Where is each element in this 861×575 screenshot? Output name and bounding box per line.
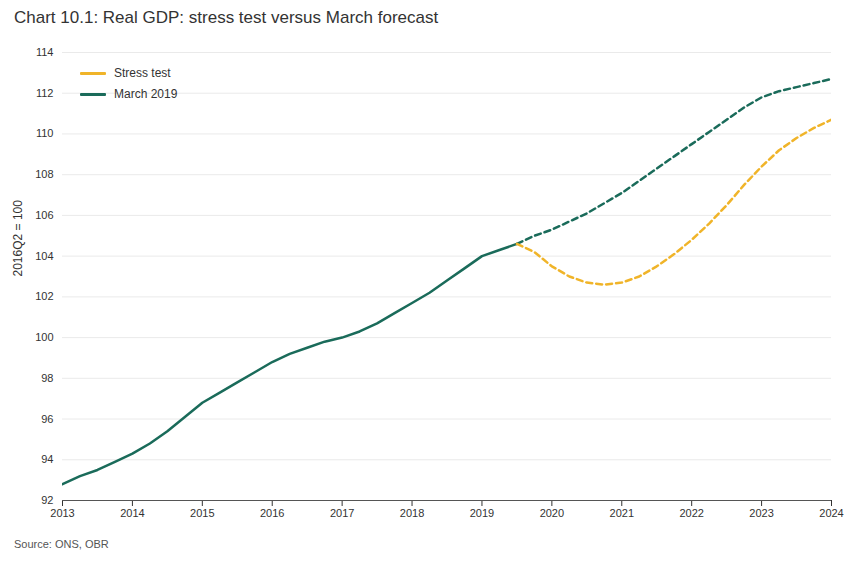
html-text:Chart 10.1: Real GDP: stress t: Chart 10.1: Real GDP: stress test versus… xyxy=(14,8,439,27)
svg-text:98: 98 xyxy=(41,372,53,384)
html-text:March 2019: March 2019 xyxy=(114,87,178,101)
svg-text:2024: 2024 xyxy=(819,507,843,519)
svg-text:2021: 2021 xyxy=(610,507,634,519)
svg-text:112: 112 xyxy=(36,87,54,99)
svg-text:2016Q2 = 100: 2016Q2 = 100 xyxy=(11,200,25,277)
svg-text:104: 104 xyxy=(35,250,53,262)
svg-text:2019: 2019 xyxy=(470,507,494,519)
html-text:Source: ONS, OBR: Source: ONS, OBR xyxy=(14,538,109,550)
svg-text:2015: 2015 xyxy=(190,507,214,519)
svg-text:2016: 2016 xyxy=(260,507,284,519)
svg-text:108: 108 xyxy=(35,168,53,180)
svg-text:2017: 2017 xyxy=(330,507,354,519)
svg-text:2020: 2020 xyxy=(540,507,564,519)
svg-text:96: 96 xyxy=(41,413,53,425)
svg-text:94: 94 xyxy=(41,453,53,465)
svg-text:106: 106 xyxy=(35,209,53,221)
svg-text:114: 114 xyxy=(36,46,54,58)
svg-text:100: 100 xyxy=(35,331,53,343)
svg-text:92: 92 xyxy=(41,494,53,506)
html-text:Stress test: Stress test xyxy=(114,66,171,80)
svg-text:110: 110 xyxy=(36,127,54,139)
svg-text:2013: 2013 xyxy=(50,507,74,519)
svg-text:102: 102 xyxy=(35,290,53,302)
svg-text:2023: 2023 xyxy=(749,507,773,519)
svg-text:2014: 2014 xyxy=(120,507,144,519)
svg-text:2018: 2018 xyxy=(400,507,424,519)
svg-text:2022: 2022 xyxy=(679,507,703,519)
